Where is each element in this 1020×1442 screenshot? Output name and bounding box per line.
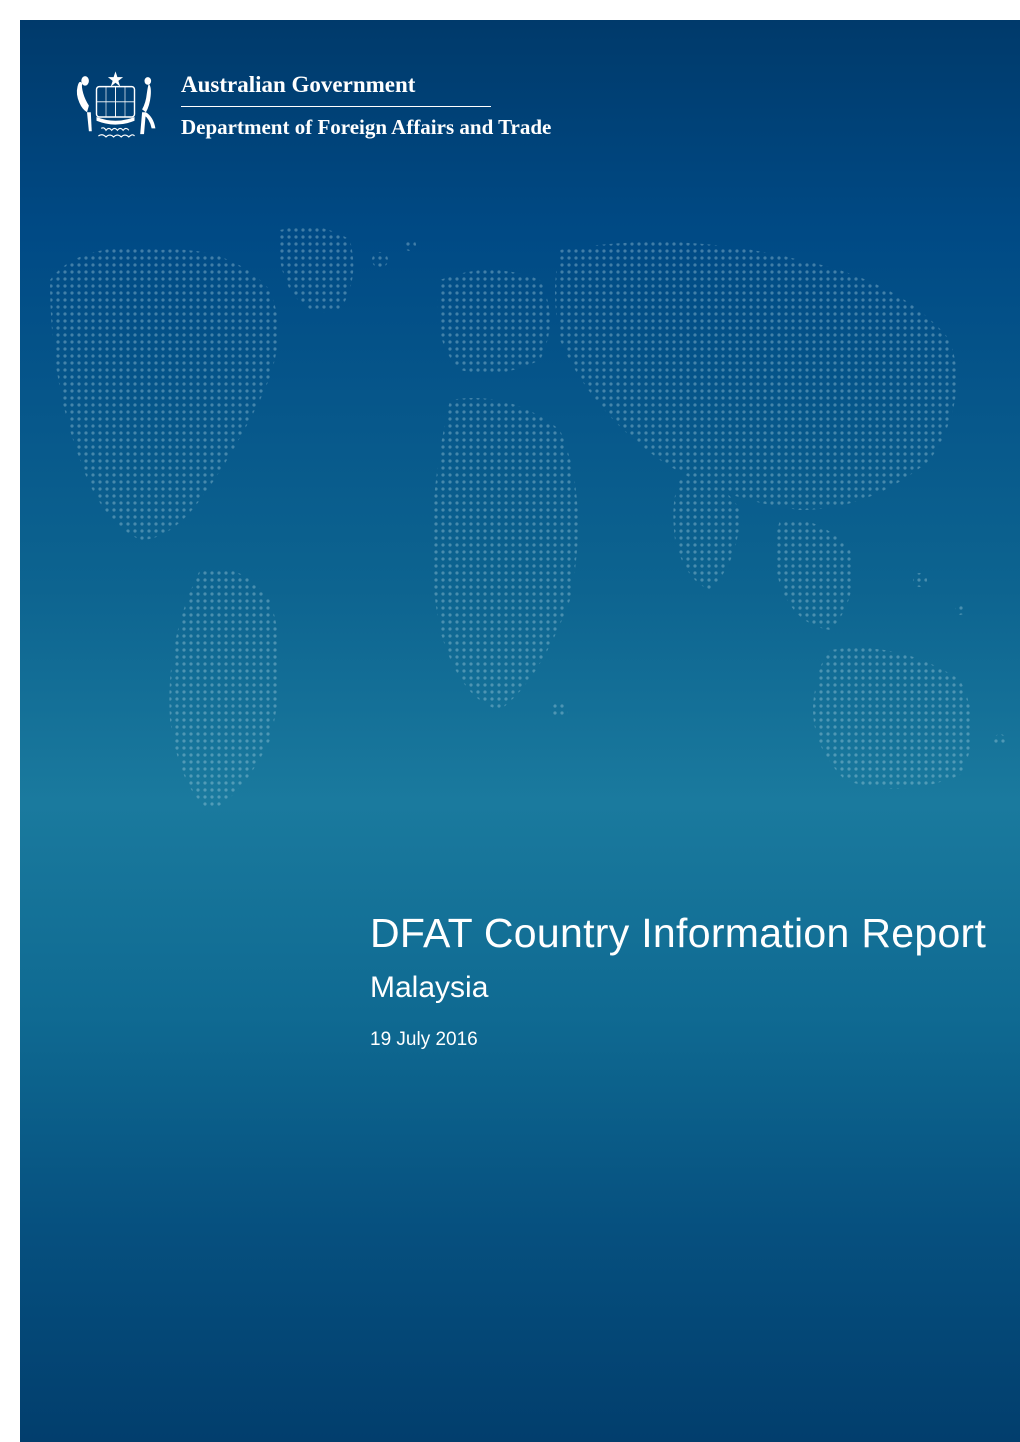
government-title: Australian Government [181,72,551,106]
header-text-block: Australian Government Department of Fore… [181,60,551,140]
australian-coat-of-arms-icon [68,60,163,155]
report-cover-page: Australian Government Department of Fore… [20,20,1020,1442]
department-title: Department of Foreign Affairs and Trade [181,115,551,140]
header-divider [181,106,491,107]
country-name: Malaysia [370,971,986,1005]
report-title: DFAT Country Information Report [370,910,986,957]
report-date: 19 July 2016 [370,1029,986,1051]
world-map-dotted-background [20,200,1020,850]
header-block: Australian Government Department of Fore… [20,20,1020,155]
content-block: DFAT Country Information Report Malaysia… [370,910,986,1051]
